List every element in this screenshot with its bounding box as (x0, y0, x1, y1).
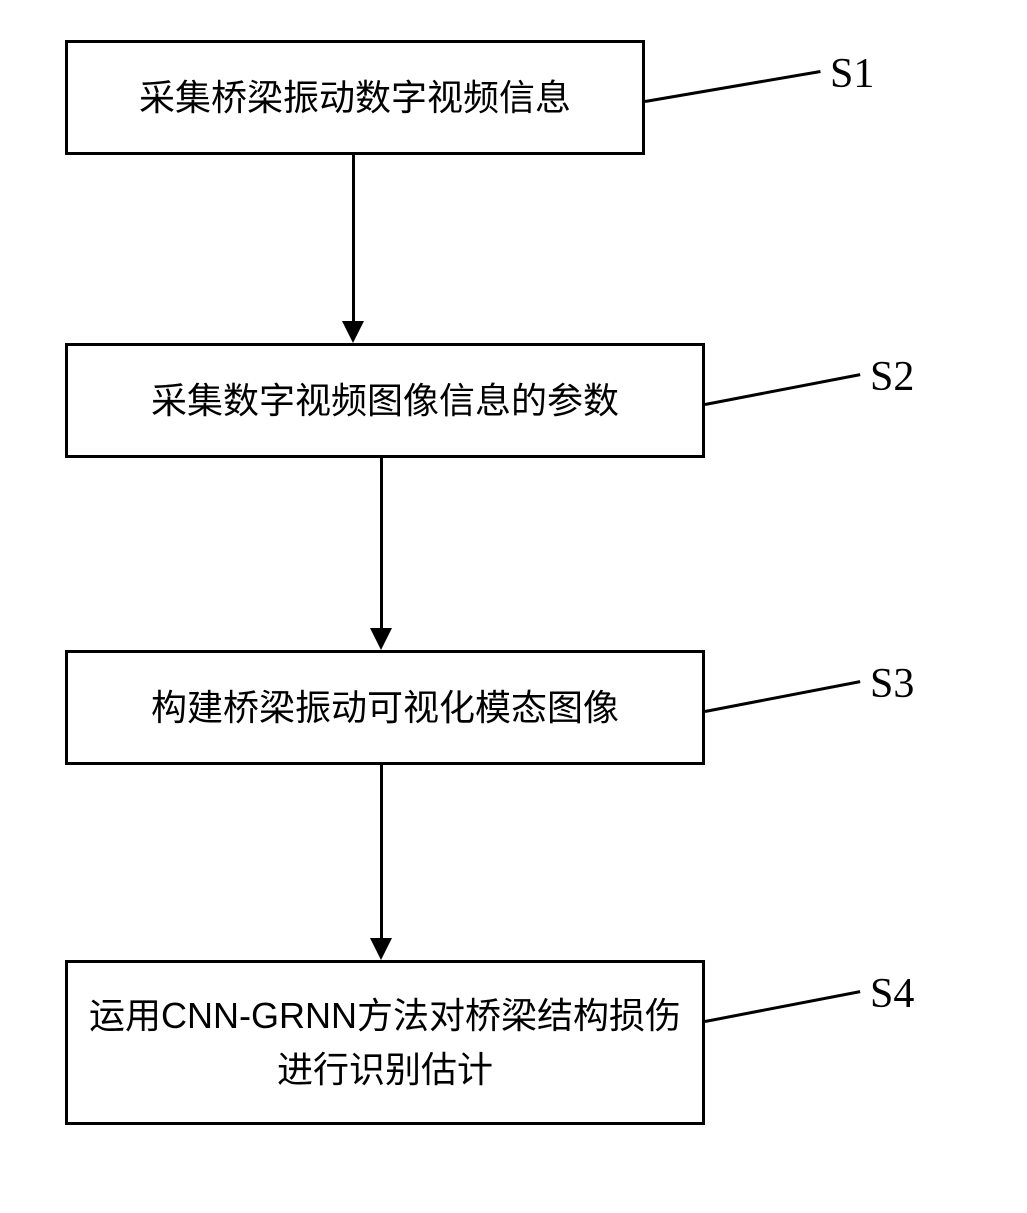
step-label-s3: S3 (870, 660, 914, 708)
label-line-s3 (705, 680, 861, 713)
label-line-s4 (705, 990, 861, 1023)
label-line-s1 (645, 70, 821, 103)
flow-box-s4-text: 运用CNN-GRNN方法对桥梁结构损伤进行识别估计 (88, 989, 682, 1097)
flow-box-s2-text: 采集数字视频图像信息的参数 (151, 374, 619, 428)
flow-box-s3: 构建桥梁振动可视化模态图像 (65, 650, 705, 765)
flow-box-s1: 采集桥梁振动数字视频信息 (65, 40, 645, 155)
flow-box-s4: 运用CNN-GRNN方法对桥梁结构损伤进行识别估计 (65, 960, 705, 1125)
flow-box-s3-text: 构建桥梁振动可视化模态图像 (151, 681, 619, 735)
flowchart-container: 采集桥梁振动数字视频信息 S1 采集数字视频图像信息的参数 S2 构建桥梁振动可… (0, 0, 1027, 1213)
step-label-s1: S1 (830, 50, 874, 98)
flow-box-s2: 采集数字视频图像信息的参数 (65, 343, 705, 458)
flow-box-s1-text: 采集桥梁振动数字视频信息 (139, 71, 571, 125)
step-label-s4: S4 (870, 970, 914, 1018)
arrow-s1-s2 (352, 155, 355, 323)
step-label-s2: S2 (870, 353, 914, 401)
arrow-head-s2-s3 (370, 628, 392, 650)
arrow-head-s1-s2 (342, 321, 364, 343)
arrow-s3-s4 (380, 765, 383, 940)
arrow-head-s3-s4 (370, 938, 392, 960)
label-line-s2 (705, 373, 861, 406)
arrow-s2-s3 (380, 458, 383, 630)
